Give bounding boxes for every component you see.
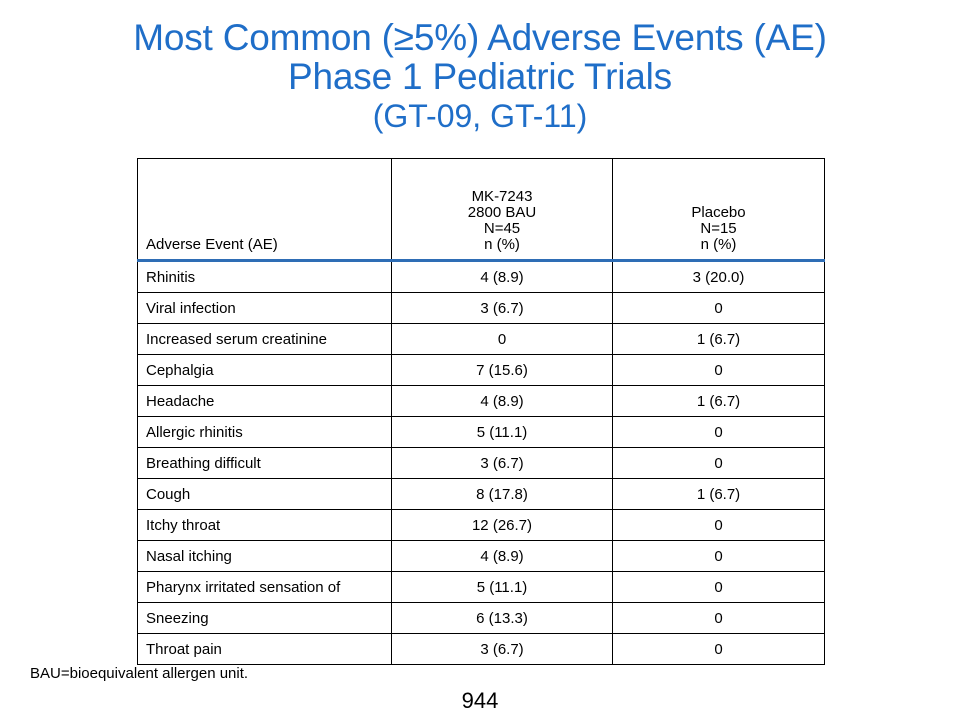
table-row: Allergic rhinitis 5 (11.1) 0 xyxy=(137,416,825,448)
cell-placebo: 3 (20.0) xyxy=(612,260,825,293)
cell-mk7243: 8 (17.8) xyxy=(391,478,613,510)
header-row: Adverse Event (AE) MK-7243 2800 BAU N=45… xyxy=(137,158,825,261)
cell-adverse-event: Nasal itching xyxy=(137,540,392,572)
table-row: Itchy throat 12 (26.7) 0 xyxy=(137,509,825,541)
header-placebo-line-1: Placebo xyxy=(691,204,746,221)
cell-placebo: 0 xyxy=(612,571,825,603)
table-row: Breathing difficult 3 (6.7) 0 xyxy=(137,447,825,479)
cell-mk7243: 5 (11.1) xyxy=(391,416,613,448)
cell-mk7243: 6 (13.3) xyxy=(391,602,613,634)
cell-adverse-event: Rhinitis xyxy=(137,260,392,293)
cell-mk7243: 3 (6.7) xyxy=(391,447,613,479)
cell-placebo: 0 xyxy=(612,509,825,541)
cell-adverse-event: Headache xyxy=(137,385,392,417)
cell-placebo: 1 (6.7) xyxy=(612,385,825,417)
table-row: Increased serum creatinine 0 1 (6.7) xyxy=(137,323,825,355)
cell-mk7243: 7 (15.6) xyxy=(391,354,613,386)
header-mk-line-3: N=45 xyxy=(483,220,521,237)
cell-adverse-event: Allergic rhinitis xyxy=(137,416,392,448)
cell-adverse-event: Increased serum creatinine xyxy=(137,323,392,355)
table-header: Adverse Event (AE) MK-7243 2800 BAU N=45… xyxy=(137,158,825,261)
table-row: Throat pain 3 (6.7) 0 xyxy=(137,633,825,665)
cell-placebo: 1 (6.7) xyxy=(612,323,825,355)
title-line-2: Phase 1 Pediatric Trials xyxy=(288,56,672,97)
header-placebo: Placebo N=15 n (%) xyxy=(612,158,825,261)
table-row: Cephalgia 7 (15.6) 0 xyxy=(137,354,825,386)
table-row: Nasal itching 4 (8.9) 0 xyxy=(137,540,825,572)
table-row: Viral infection 3 (6.7) 0 xyxy=(137,292,825,324)
slide-title: Most Common (≥5%) Adverse Events (AE) Ph… xyxy=(0,18,960,136)
header-placebo-line-3: n (%) xyxy=(700,236,737,253)
cell-placebo: 0 xyxy=(612,540,825,572)
cell-mk7243: 5 (11.1) xyxy=(391,571,613,603)
table-row: Pharynx irritated sensation of 5 (11.1) 0 xyxy=(137,571,825,603)
cell-mk7243: 4 (8.9) xyxy=(391,540,613,572)
cell-adverse-event: Cough xyxy=(137,478,392,510)
cell-adverse-event: Throat pain xyxy=(137,633,392,665)
cell-adverse-event: Pharynx irritated sensation of xyxy=(137,571,392,603)
adverse-events-table: Adverse Event (AE) MK-7243 2800 BAU N=45… xyxy=(137,158,825,665)
cell-mk7243: 3 (6.7) xyxy=(391,633,613,665)
cell-placebo: 0 xyxy=(612,354,825,386)
cell-placebo: 0 xyxy=(612,416,825,448)
header-mk-line-4: n (%) xyxy=(484,236,520,253)
cell-mk7243: 4 (8.9) xyxy=(391,260,613,293)
cell-placebo: 0 xyxy=(612,292,825,324)
cell-placebo: 1 (6.7) xyxy=(612,478,825,510)
header-mk7243: MK-7243 2800 BAU N=45 n (%) xyxy=(391,158,613,261)
table-body: Rhinitis 4 (8.9) 3 (20.0) Viral infection 3 … xyxy=(137,260,825,665)
header-adverse-event: Adverse Event (AE) xyxy=(137,158,392,261)
title-line-3: (GT-09, GT-11) xyxy=(372,98,588,134)
page-number: 944 xyxy=(461,688,499,713)
header-mk-line-1: MK-7243 xyxy=(471,188,533,205)
cell-mk7243: 3 (6.7) xyxy=(391,292,613,324)
table-row: Cough 8 (17.8) 1 (6.7) xyxy=(137,478,825,510)
cell-placebo: 0 xyxy=(612,633,825,665)
table-row: Sneezing 6 (13.3) 0 xyxy=(137,602,825,634)
cell-placebo: 0 xyxy=(612,447,825,479)
cell-placebo: 0 xyxy=(612,602,825,634)
header-placebo-line-2: N=15 xyxy=(700,220,737,237)
title-line-1: Most Common (≥5%) Adverse Events (AE) xyxy=(133,17,827,58)
cell-adverse-event: Viral infection xyxy=(137,292,392,324)
cell-mk7243: 4 (8.9) xyxy=(391,385,613,417)
table-row: Headache 4 (8.9) 1 (6.7) xyxy=(137,385,825,417)
cell-adverse-event: Sneezing xyxy=(137,602,392,634)
cell-adverse-event: Itchy throat xyxy=(137,509,392,541)
header-mk-line-2: 2800 BAU xyxy=(467,204,537,221)
cell-adverse-event: Breathing difficult xyxy=(137,447,392,479)
cell-adverse-event: Cephalgia xyxy=(137,354,392,386)
cell-mk7243: 0 xyxy=(391,323,613,355)
cell-mk7243: 12 (26.7) xyxy=(391,509,613,541)
table-row: Rhinitis 4 (8.9) 3 (20.0) xyxy=(137,260,825,293)
footnote: BAU=bioequivalent allergen unit. xyxy=(30,665,249,682)
